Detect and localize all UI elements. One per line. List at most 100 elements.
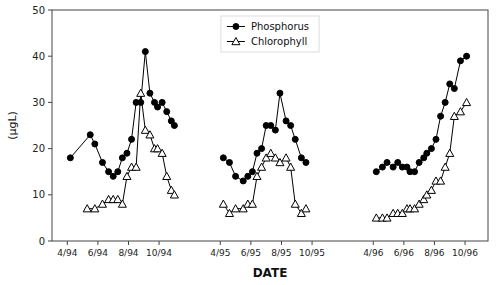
data-point <box>240 178 246 184</box>
y-tick-label: 30 <box>32 97 45 108</box>
data-point <box>164 109 170 115</box>
x-tick-label: 10/94 <box>146 248 172 258</box>
data-point <box>110 173 116 179</box>
data-point <box>446 149 454 156</box>
data-point <box>438 113 444 119</box>
data-point <box>170 191 178 198</box>
data-point <box>158 149 166 156</box>
legend-label: Chlorophyll <box>251 36 307 47</box>
data-point <box>287 163 295 170</box>
data-point <box>91 205 99 212</box>
data-point <box>291 200 299 207</box>
data-point <box>437 177 445 184</box>
data-point <box>303 159 309 165</box>
data-point <box>83 205 91 212</box>
data-point <box>137 89 145 96</box>
x-tick <box>434 241 435 245</box>
x-tick <box>97 241 98 245</box>
data-point <box>226 159 232 165</box>
data-point <box>442 99 448 105</box>
y-tick <box>48 10 52 11</box>
data-point <box>424 150 430 156</box>
data-point <box>259 146 265 152</box>
data-point <box>254 150 260 156</box>
data-point <box>146 131 154 138</box>
data-point <box>154 145 162 152</box>
data-point <box>92 141 98 147</box>
data-point <box>268 123 274 129</box>
plot-area <box>67 49 470 222</box>
data-point <box>118 200 126 207</box>
x-tick <box>128 241 129 245</box>
data-point <box>114 195 122 202</box>
x-tick-label: 6/96 <box>394 248 414 258</box>
data-point <box>390 164 396 170</box>
data-point <box>132 163 140 170</box>
data-point <box>282 154 290 161</box>
y-axis-label: (μgL) <box>6 111 19 140</box>
data-point <box>232 205 240 212</box>
data-point <box>219 200 227 207</box>
x-tick-label: 8/94 <box>118 248 138 258</box>
x-tick <box>159 241 160 245</box>
y-tick-label: 10 <box>32 189 45 200</box>
data-point <box>159 99 165 105</box>
x-tick <box>403 241 404 245</box>
data-point <box>292 136 298 142</box>
data-point <box>373 169 379 175</box>
x-axis-label: DATE <box>253 266 288 280</box>
y-tick-label: 40 <box>32 51 45 62</box>
data-point <box>87 132 93 138</box>
data-point <box>427 186 435 193</box>
data-point <box>456 108 464 115</box>
data-point <box>384 159 390 165</box>
x-tick <box>67 241 68 245</box>
data-point <box>464 53 470 59</box>
data-point <box>106 169 112 175</box>
legend-marker <box>233 24 239 30</box>
series-line <box>70 52 466 181</box>
data-point <box>163 172 171 179</box>
x-tick <box>220 241 221 245</box>
x-tick <box>312 241 313 245</box>
y-tick-label: 0 <box>39 236 45 247</box>
data-point <box>245 173 251 179</box>
series-line <box>87 93 466 218</box>
x-tick <box>373 241 374 245</box>
legend: Phosphorus Chlorophyll <box>221 16 319 52</box>
plot-frame <box>52 10 488 241</box>
y-tick <box>48 148 52 149</box>
legend-label: Phosphorus <box>251 21 309 32</box>
data-point <box>123 172 131 179</box>
y-tick <box>48 194 52 195</box>
data-point <box>141 126 149 133</box>
data-point <box>416 159 422 165</box>
data-point <box>147 90 153 96</box>
data-point <box>441 163 449 170</box>
data-point <box>288 123 294 129</box>
data-point <box>433 136 439 142</box>
data-point <box>129 136 135 142</box>
x-tick-label: 4/95 <box>210 248 230 258</box>
data-point <box>267 149 275 156</box>
data-point <box>171 123 177 129</box>
x-tick-label: 4/96 <box>363 248 383 258</box>
data-point <box>457 58 463 64</box>
data-point <box>115 169 121 175</box>
data-point <box>271 154 279 161</box>
x-tick <box>250 241 251 245</box>
x-tick <box>281 241 282 245</box>
data-point <box>447 81 453 87</box>
data-point <box>302 205 310 212</box>
data-point <box>248 200 256 207</box>
chart: 010203040504/946/948/9410/944/956/958/95… <box>0 0 500 285</box>
x-tick-label: 10/95 <box>299 248 325 258</box>
legend-box <box>221 16 319 52</box>
x-tick-label: 8/95 <box>271 248 291 258</box>
data-point <box>249 169 255 175</box>
data-point <box>272 127 278 133</box>
y-tick-label: 50 <box>32 5 45 16</box>
y-tick <box>48 56 52 57</box>
legend-marker <box>232 38 240 45</box>
x-tick-label: 8/96 <box>424 248 444 258</box>
